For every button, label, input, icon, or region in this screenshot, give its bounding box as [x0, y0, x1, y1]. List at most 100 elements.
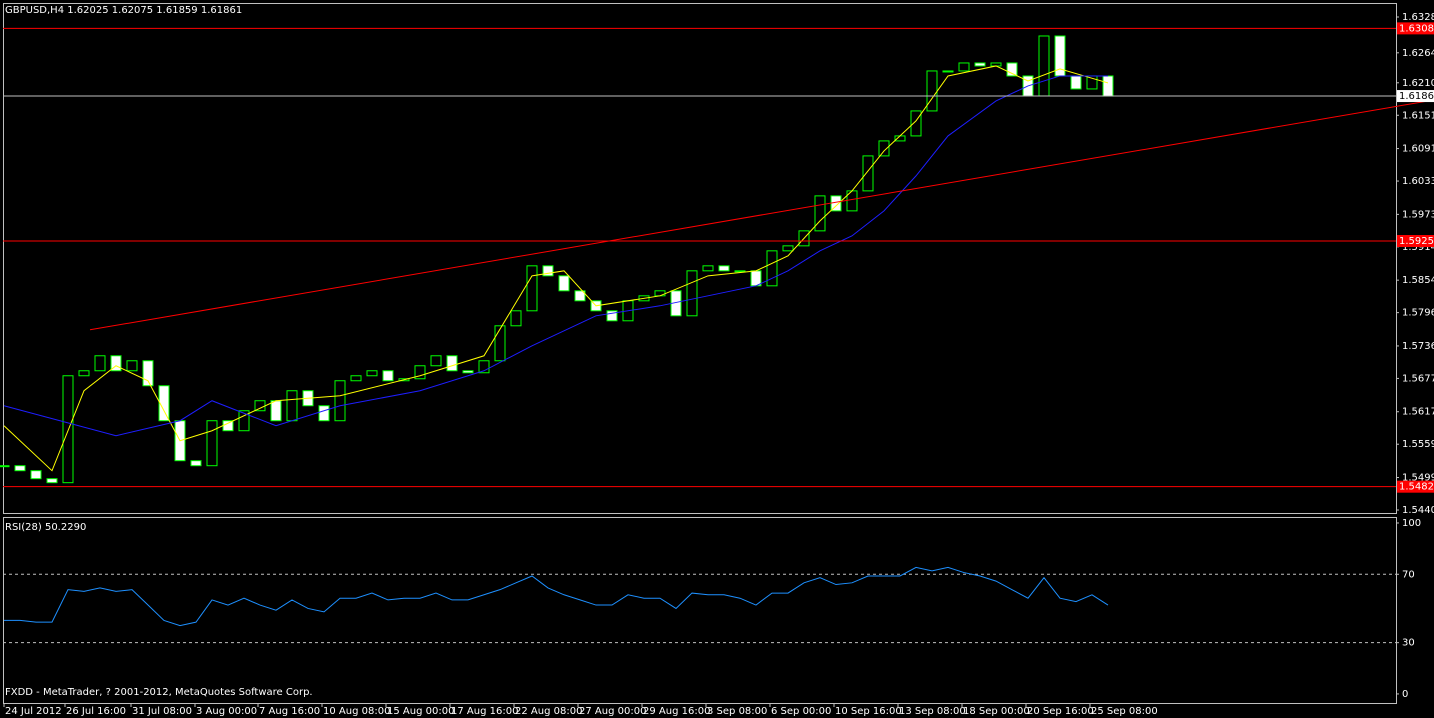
- candle: [62, 375, 74, 484]
- moving-average: [3, 65, 1109, 472]
- y-tick-label: 1.63285: [1402, 12, 1434, 23]
- y-tick-label: 100: [1402, 518, 1421, 529]
- level-label: 1.63080: [1399, 23, 1434, 34]
- candle: [78, 370, 90, 377]
- y-tick-label: 1.56175: [1402, 407, 1434, 418]
- level-label: 1.59250: [1399, 236, 1434, 247]
- candle: [766, 250, 778, 287]
- x-tick-label: 26 Jul 16:00: [66, 706, 126, 717]
- x-tick-label: 7 Aug 16:00: [259, 706, 320, 717]
- trendline: [89, 99, 1434, 331]
- y-tick-label: 1.59145: [1402, 242, 1434, 253]
- level-label: 1.61861: [1399, 91, 1434, 102]
- x-tick-label: 27 Aug 00:00: [579, 706, 646, 717]
- y-tick-label: 1.62640: [1402, 48, 1434, 59]
- x-tick-label: 3 Sep 08:00: [707, 706, 767, 717]
- candle: [46, 478, 58, 484]
- candle: [558, 275, 570, 292]
- y-tick-label: 1.54990: [1402, 473, 1434, 484]
- rsi-title: RSI(28) 50.2290: [5, 522, 86, 533]
- candle: [14, 465, 26, 472]
- candle: [782, 245, 794, 252]
- candle: [478, 360, 490, 374]
- candle: [510, 310, 522, 327]
- candle: [334, 380, 346, 422]
- candle: [190, 460, 202, 467]
- candle: [734, 270, 746, 273]
- candle: [462, 370, 474, 374]
- y-tick-label: 1.57360: [1402, 341, 1434, 352]
- x-tick-label: 13 Sep 08:00: [899, 706, 966, 717]
- y-tick-label: 1.56775: [1402, 373, 1434, 384]
- candle: [1006, 62, 1018, 77]
- candle: [574, 290, 586, 302]
- candle: [718, 265, 730, 272]
- y-tick-label: 0: [1402, 689, 1408, 700]
- candle: [542, 265, 554, 277]
- candle: [446, 355, 458, 372]
- candle: [942, 70, 954, 73]
- y-tick-label: 1.61515: [1402, 110, 1434, 121]
- candle: [142, 360, 154, 387]
- candle: [494, 325, 506, 362]
- candle: [110, 355, 122, 372]
- candle: [222, 420, 234, 432]
- candle: [654, 290, 666, 297]
- x-tick-label: 22 Aug 08:00: [515, 706, 582, 717]
- x-tick-label: 31 Jul 08:00: [132, 706, 192, 717]
- candle: [414, 365, 426, 380]
- candle: [606, 310, 618, 322]
- candle: [1102, 75, 1114, 97]
- rsi-line: [4, 566, 1109, 627]
- level-label-box: [1397, 235, 1434, 248]
- y-tick-label: 30: [1402, 638, 1415, 649]
- level-label-box: [1397, 22, 1434, 35]
- rsi-panel: [3, 517, 1397, 704]
- candle: [206, 420, 218, 467]
- candle: [270, 400, 282, 422]
- candle: [286, 390, 298, 422]
- x-tick-label: 15 Aug 00:00: [387, 706, 454, 717]
- candle: [686, 270, 698, 317]
- x-tick-label: 29 Aug 16:00: [643, 706, 710, 717]
- y-tick-label: 1.57960: [1402, 308, 1434, 319]
- x-tick-label: 18 Sep 00:00: [963, 706, 1030, 717]
- candle: [878, 140, 890, 157]
- candle: [526, 265, 538, 312]
- x-tick-label: 17 Aug 16:00: [451, 706, 518, 717]
- y-tick-label: 1.62100: [1402, 78, 1434, 89]
- y-tick-label: 70: [1402, 569, 1415, 580]
- y-tick-label: 1.60915: [1402, 144, 1434, 155]
- moving-average: [3, 75, 1108, 437]
- x-tick-label: 25 Sep 08:00: [1091, 706, 1158, 717]
- candle: [238, 410, 250, 432]
- candle: [814, 195, 826, 232]
- symbol-title: GBPUSD,H4 1.62025 1.62075 1.61859 1.6186…: [5, 5, 242, 16]
- y-tick-label: 1.60330: [1402, 176, 1434, 187]
- candle: [318, 405, 330, 422]
- candle: [350, 375, 362, 382]
- candle: [158, 385, 170, 422]
- candle: [1070, 75, 1082, 90]
- candle: [382, 370, 394, 382]
- candle: [974, 62, 986, 67]
- x-tick-label: 10 Aug 08:00: [323, 706, 390, 717]
- main-panel: [3, 3, 1397, 514]
- x-tick-label: 20 Sep 16:00: [1027, 706, 1094, 717]
- candle: [366, 370, 378, 377]
- candle: [0, 465, 10, 468]
- x-tick-label: 10 Sep 16:00: [835, 706, 902, 717]
- candle: [1038, 35, 1050, 97]
- level-label-box: [1397, 90, 1434, 103]
- x-tick-label: 24 Jul 2012: [5, 706, 62, 717]
- level-label: 1.54825: [1399, 482, 1434, 493]
- candle: [894, 135, 906, 142]
- candle: [126, 360, 138, 372]
- candle: [254, 400, 266, 412]
- y-tick-label: 1.55590: [1402, 439, 1434, 450]
- x-tick-label: 3 Aug 00:00: [196, 706, 257, 717]
- y-tick-label: 1.58545: [1402, 275, 1434, 286]
- candle: [958, 62, 970, 72]
